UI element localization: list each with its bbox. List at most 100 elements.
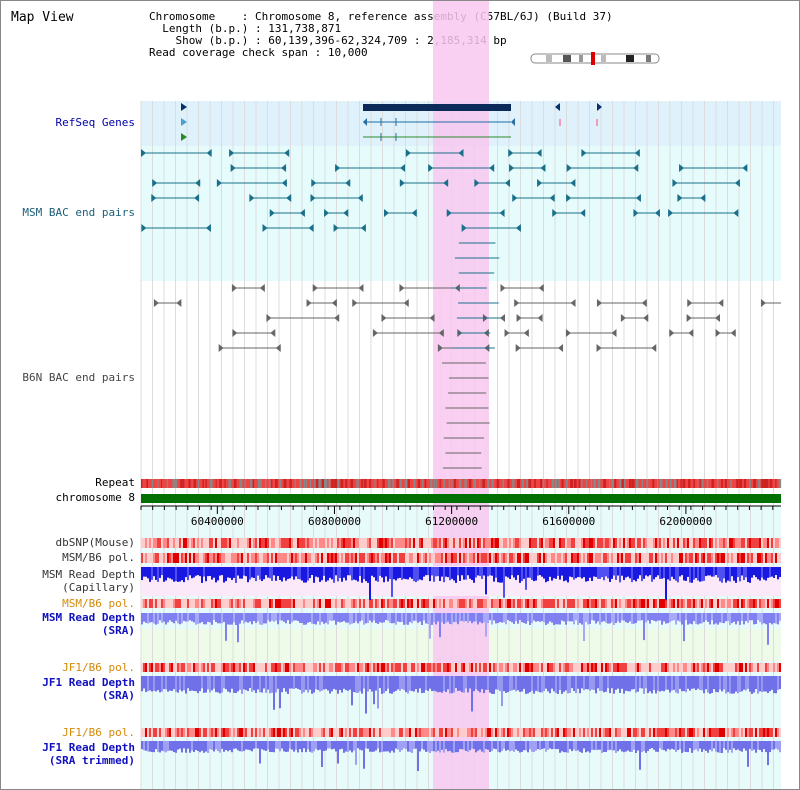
msm-capillary-depth-bar [653, 567, 655, 580]
jf1-b6-pol-track-1-cell [721, 663, 723, 672]
jf1-b6-pol-track-2-cell [529, 728, 531, 737]
jf1-b6-pol-track-2-cell [379, 728, 381, 737]
track-label-msm-depth-sra-1[interactable]: MSM Read Depth [42, 611, 135, 624]
msm-capillary-depth-bar [775, 567, 777, 576]
msm-capillary-depth-bar [151, 567, 153, 580]
msm-capillary-depth-bar [255, 567, 257, 582]
msm-sra-depth-bar [189, 613, 191, 621]
msm-b6-pol-track-2-cell [623, 599, 625, 608]
msm-capillary-depth-bar [145, 567, 147, 577]
track-label-jf1-b6-pol-1[interactable]: JF1/B6 pol. [62, 661, 135, 674]
msm-sra-depth-bar [545, 613, 547, 625]
msm-b6-pol-track-1-cell [435, 553, 437, 563]
jf1-b6-pol-track-2-cell [719, 728, 721, 737]
msm-capillary-depth-bar [683, 567, 685, 581]
jf1-trim-depth-bar [677, 741, 679, 751]
track-label-msm-b6-pol-1[interactable]: MSM/B6 pol. [62, 551, 135, 564]
jf1-sra-depth-bar [417, 676, 419, 693]
msm-capillary-depth-bar [389, 567, 391, 579]
track-label-msm-bac[interactable]: MSM BAC end pairs [22, 206, 135, 219]
msm-b6-pol-track-1-cell [737, 553, 739, 563]
dbsnp-track-cell [439, 538, 441, 548]
msm-b6-pol-track-2-cell [191, 599, 193, 608]
msm-b6-pol-track-1-cell [189, 553, 191, 563]
repeat-element [268, 479, 271, 488]
msm-bac-pair-end [508, 149, 514, 157]
jf1-b6-pol-track-2-cell [153, 728, 155, 737]
track-label-jf1-depth-sra-1[interactable]: JF1 Read Depth [42, 676, 135, 689]
jf1-trim-depth-bar [675, 741, 677, 752]
msm-b6-pol-track-2-cell [399, 599, 401, 608]
msm-b6-pol-track-2-cell [213, 599, 215, 608]
msm-b6-pol-track-2-cell [621, 599, 623, 608]
jf1-b6-pol-track-2-cell [515, 728, 517, 737]
track-label-b6n-bac[interactable]: B6N BAC end pairs [22, 371, 135, 384]
jf1-sra-depth-bar [699, 676, 701, 691]
msm-bac-pair-end [249, 194, 255, 202]
msm-b6-pol-track-1-cell [747, 553, 749, 563]
track-label-msm-depth-capillary-1[interactable]: MSM Read Depth [42, 568, 135, 581]
repeat-element [623, 479, 626, 488]
msm-bac-pair-end [194, 194, 200, 202]
jf1-trim-depth-bar [659, 741, 661, 749]
msm-b6-pol-track-1-cell [527, 553, 529, 563]
jf1-b6-pol-track-1-cell [701, 663, 703, 672]
jf1-b6-pol-track-1-cell [731, 663, 733, 672]
jf1-trim-depth-bar [491, 741, 493, 751]
msm-sra-depth-bar [481, 613, 483, 624]
jf1-trim-depth-bar [311, 741, 313, 753]
jf1-b6-pol-track-2-cell [167, 728, 169, 737]
repeat-element [482, 479, 486, 488]
jf1-sra-depth-bar [221, 676, 223, 693]
jf1-b6-pol-track-1-cell [449, 663, 451, 672]
msm-b6-pol-track-2-cell [499, 599, 501, 608]
jf1-b6-pol-track-1-cell [487, 663, 489, 672]
jf1-sra-depth-bar [627, 676, 629, 692]
track-label-jf1-depth-trim-1[interactable]: JF1 Read Depth [42, 741, 135, 754]
msm-b6-pol-track-1-cell [349, 553, 351, 563]
jf1-b6-pol-track-2-cell [603, 728, 605, 737]
jf1-b6-pol-track-1-cell [359, 663, 361, 672]
msm-b6-pol-track-2-cell [243, 599, 245, 608]
jf1-trim-depth-bar [493, 741, 495, 749]
msm-sra-depth-bar [501, 613, 503, 623]
msm-sra-depth-bar [293, 613, 295, 621]
msm-b6-pol-track-1-cell [485, 553, 487, 563]
msm-capillary-depth-bar [551, 567, 553, 581]
msm-b6-pol-track-1-cell [369, 553, 371, 563]
repeat-element [688, 479, 691, 488]
repeat-element [392, 479, 395, 488]
jf1-trim-depth-bar [431, 741, 433, 752]
track-label-refseq[interactable]: RefSeq Genes [55, 116, 135, 129]
track-label-msm-b6-pol-2[interactable]: MSM/B6 pol. [62, 597, 135, 610]
msm-b6-pol-track-1-cell [521, 553, 523, 563]
msm-sra-depth-bar [269, 613, 271, 622]
msm-b6-pol-track-1-cell [457, 553, 459, 563]
msm-b6-pol-track-1-cell [633, 553, 635, 563]
repeat-element [717, 479, 719, 488]
track-label-jf1-b6-pol-2[interactable]: JF1/B6 pol. [62, 726, 135, 739]
track-label-dbsnp[interactable]: dbSNP(Mouse) [55, 536, 135, 549]
dbsnp-track-cell [723, 538, 725, 548]
msm-sra-depth-bar [385, 613, 387, 621]
jf1-trim-depth-bar [299, 741, 301, 750]
msm-sra-depth-bar [239, 613, 241, 624]
msm-b6-pol-track-1-cell [489, 553, 491, 563]
msm-capillary-depth-bar [605, 567, 607, 577]
jf1-b6-pol-track-2-cell [199, 728, 201, 737]
jf1-b6-pol-track-1-cell [665, 663, 667, 672]
jf1-b6-pol-track-1-cell [577, 663, 579, 672]
dbsnp-track-cell [607, 538, 609, 548]
msm-b6-pol-track-2-cell [263, 599, 265, 608]
jf1-sra-depth-bar [649, 676, 651, 692]
dbsnp-track-cell [767, 538, 769, 548]
jf1-b6-pol-track-2-cell [247, 728, 249, 737]
msm-b6-pol-track-1-cell [405, 553, 407, 563]
msm-capillary-depth-bar [423, 567, 425, 577]
msm-b6-pol-track-2-cell [557, 599, 559, 608]
msm-sra-depth-bar [601, 613, 603, 622]
msm-b6-pol-track-2-cell [237, 599, 239, 608]
msm-b6-pol-track-1-cell [335, 553, 337, 563]
msm-sra-depth-bar [263, 613, 265, 624]
